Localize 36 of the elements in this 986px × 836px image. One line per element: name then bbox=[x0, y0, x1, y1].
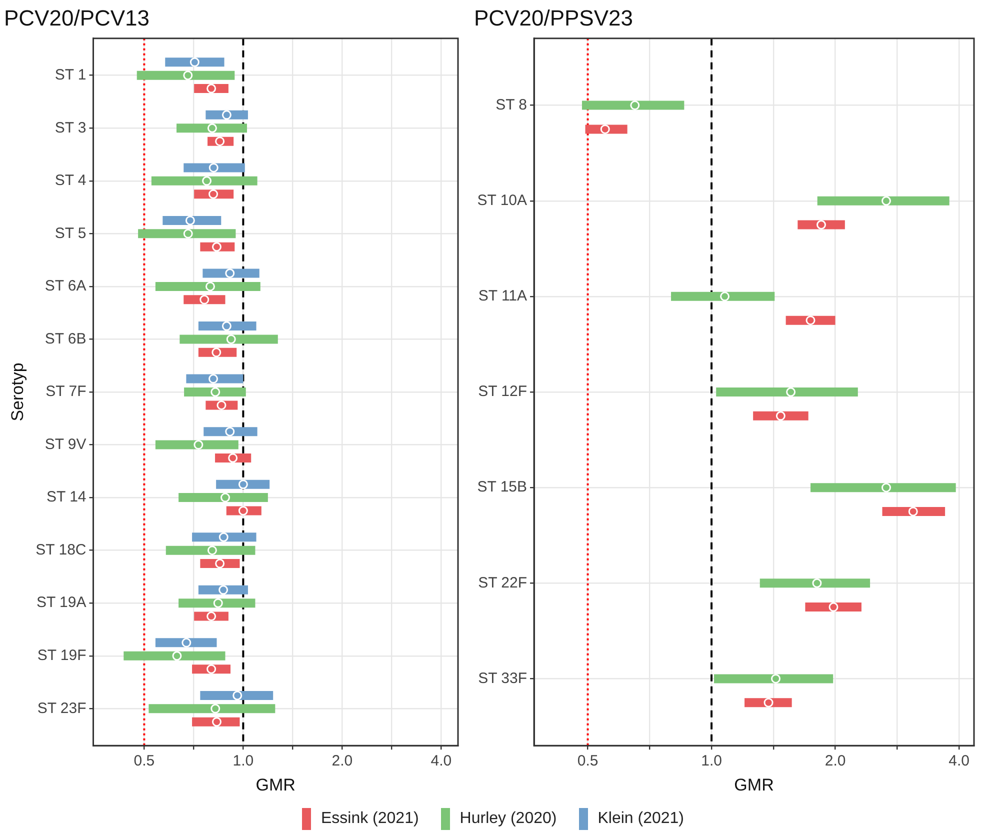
y-tick-label: ST 10A bbox=[477, 192, 528, 210]
y-tick-label: ST 14 bbox=[46, 488, 86, 506]
chart-title: PCV20/PCV13 bbox=[4, 5, 150, 30]
x-tick-label: 0.5 bbox=[134, 752, 155, 770]
x-tick-label: 4.0 bbox=[430, 752, 452, 770]
x-axis-title: GMR bbox=[256, 775, 296, 794]
y-tick-label: ST 8 bbox=[496, 96, 528, 114]
y-tick-label: ST 11A bbox=[478, 288, 528, 305]
x-axis-title: GMR bbox=[734, 775, 774, 794]
y-tick-label: ST 33F bbox=[478, 670, 528, 687]
legend-label: Essink (2021) bbox=[320, 810, 419, 828]
x-tick-label: 4.0 bbox=[948, 752, 970, 770]
y-tick-label: ST 18C bbox=[36, 541, 86, 558]
y-tick-label: ST 23F bbox=[37, 700, 86, 717]
x-tick-label: 1.0 bbox=[701, 752, 722, 770]
y-tick-label: ST 6B bbox=[44, 330, 86, 348]
y-axis-title: Serotyp bbox=[8, 362, 27, 422]
y-tick-label: ST 19F bbox=[37, 647, 86, 664]
legend-label: Klein (2021) bbox=[598, 810, 684, 828]
y-tick-label: ST 4 bbox=[54, 172, 86, 190]
legend-label: Hurley (2020) bbox=[460, 810, 557, 828]
y-tick-label: ST 9V bbox=[44, 436, 86, 453]
y-tick-label: ST 12F bbox=[478, 383, 528, 400]
chart-title: PCV20/PPSV23 bbox=[474, 5, 633, 30]
y-tick-label: ST 1 bbox=[54, 66, 86, 84]
y-tick-label: ST 15B bbox=[477, 478, 528, 496]
x-tick-label: 1.0 bbox=[232, 752, 254, 770]
y-tick-label: ST 7F bbox=[46, 383, 86, 400]
x-tick-label: 2.0 bbox=[332, 752, 353, 770]
x-tick-label: 2.0 bbox=[824, 752, 846, 770]
y-tick-label: ST 3 bbox=[54, 119, 86, 136]
y-tick-label: ST 6A bbox=[44, 278, 86, 295]
x-tick-label: 0.5 bbox=[577, 752, 598, 770]
y-tick-label: ST 5 bbox=[54, 224, 86, 242]
y-tick-label: ST 19A bbox=[36, 594, 86, 612]
y-tick-label: ST 22F bbox=[478, 574, 528, 592]
